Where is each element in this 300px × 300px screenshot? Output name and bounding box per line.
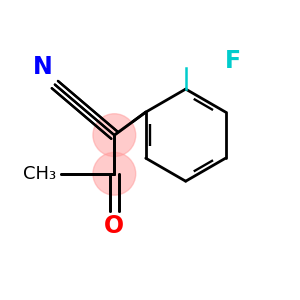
Text: F: F: [225, 49, 241, 73]
Text: O: O: [104, 214, 124, 238]
Circle shape: [93, 152, 136, 195]
Text: CH₃: CH₃: [23, 165, 57, 183]
Text: N: N: [33, 55, 53, 79]
Circle shape: [93, 114, 136, 157]
